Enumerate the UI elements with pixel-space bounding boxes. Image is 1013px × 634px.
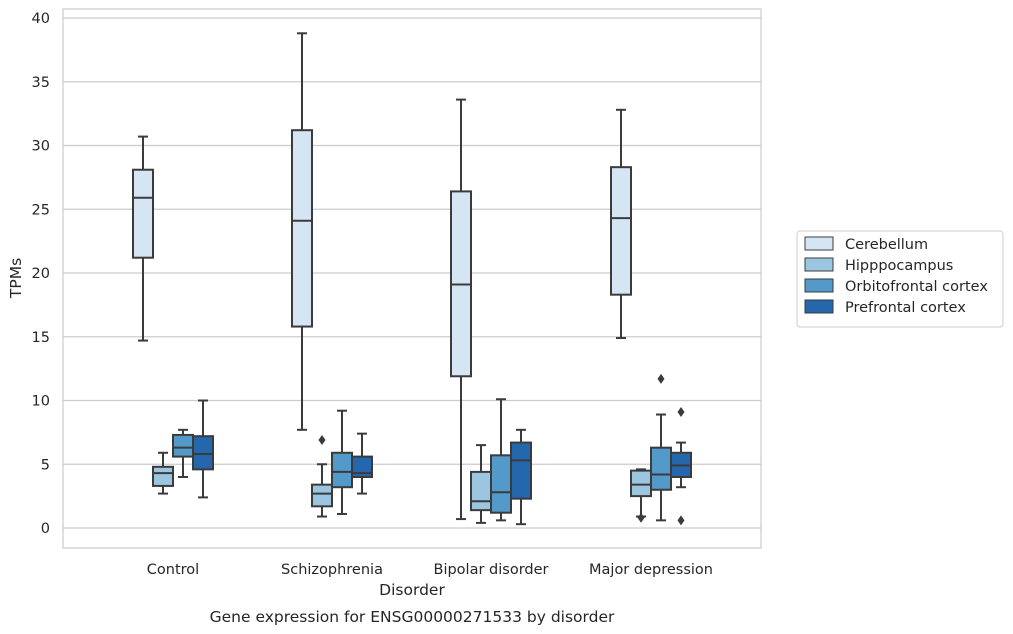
box-0-2 bbox=[450, 98, 472, 521]
x-axis-title: Disorder bbox=[379, 581, 445, 599]
x-tick-label: Schizophrenia bbox=[281, 562, 383, 578]
box-body bbox=[650, 446, 672, 491]
outlier-point bbox=[318, 435, 326, 446]
outlier-point bbox=[657, 373, 665, 384]
legend-label: Hipppocampus bbox=[845, 258, 953, 274]
x-tick-label: Control bbox=[147, 562, 199, 578]
box-2-3 bbox=[650, 373, 672, 522]
box-body bbox=[311, 483, 333, 508]
legend-swatch bbox=[804, 299, 834, 314]
y-tick-label: 30 bbox=[32, 139, 50, 155]
legend-swatch bbox=[804, 257, 834, 272]
box-3-0 bbox=[192, 399, 214, 499]
y-tick-label: 15 bbox=[32, 330, 50, 346]
outlier-point bbox=[677, 406, 685, 417]
box-1-3 bbox=[630, 468, 652, 523]
y-tick-label: 35 bbox=[32, 75, 50, 91]
outlier-point bbox=[677, 515, 685, 526]
box-1-0 bbox=[152, 451, 174, 495]
box-body bbox=[630, 469, 652, 498]
box-2-2 bbox=[490, 398, 512, 522]
legend-label: Cerebellum bbox=[845, 237, 928, 253]
box-body bbox=[351, 455, 373, 479]
box-0-3 bbox=[610, 108, 632, 340]
legend-label: Orbitofrontal cortex bbox=[845, 279, 988, 295]
box-3-2 bbox=[510, 428, 532, 526]
legend-frame bbox=[796, 230, 1004, 328]
x-tick-label: Major depression bbox=[589, 562, 713, 578]
box-body bbox=[192, 435, 214, 471]
box-0-1 bbox=[291, 32, 313, 431]
y-axis-title: TPMs bbox=[7, 258, 25, 299]
box-3-3 bbox=[670, 406, 692, 526]
legend: Cerebellum Hipppocampus Orbitofrontal cort… bbox=[796, 230, 1004, 328]
box-0-0 bbox=[132, 135, 154, 342]
box-body bbox=[291, 129, 313, 328]
y-tick-labels: 0 5 10 15 20 25 30 35 40 bbox=[32, 11, 50, 537]
box-body bbox=[610, 166, 632, 296]
chart-title: Gene expression for ENSG00000271533 by d… bbox=[210, 608, 615, 626]
box-body bbox=[470, 470, 492, 512]
y-tick-label: 5 bbox=[41, 457, 50, 473]
box-plots bbox=[132, 32, 692, 526]
plot-frame bbox=[62, 8, 762, 549]
box-3-1 bbox=[351, 432, 373, 495]
legend-swatch bbox=[804, 236, 834, 251]
box-body bbox=[331, 451, 353, 489]
box-body bbox=[172, 433, 194, 458]
y-tick-label: 20 bbox=[32, 266, 50, 282]
box-2-1 bbox=[331, 409, 353, 515]
box-1-2 bbox=[470, 444, 492, 524]
y-tick-label: 25 bbox=[32, 202, 50, 218]
box-1-1 bbox=[311, 435, 333, 518]
legend-swatch bbox=[804, 278, 834, 293]
legend-label: Prefrontal cortex bbox=[845, 300, 966, 316]
y-tick-label: 40 bbox=[32, 11, 50, 27]
box-2-0 bbox=[172, 428, 194, 478]
outlier-point bbox=[637, 512, 645, 523]
box-body bbox=[490, 454, 512, 514]
y-tick-label: 0 bbox=[41, 521, 50, 537]
x-tick-labels: Control Schizophrenia Bipolar disorder Majo… bbox=[147, 562, 713, 578]
box-body bbox=[152, 465, 174, 487]
x-tick-label: Bipolar disorder bbox=[434, 562, 549, 578]
y-tick-label: 10 bbox=[32, 394, 50, 410]
grid-lines bbox=[63, 17, 761, 529]
box-body bbox=[510, 441, 532, 500]
box-body bbox=[132, 168, 154, 259]
